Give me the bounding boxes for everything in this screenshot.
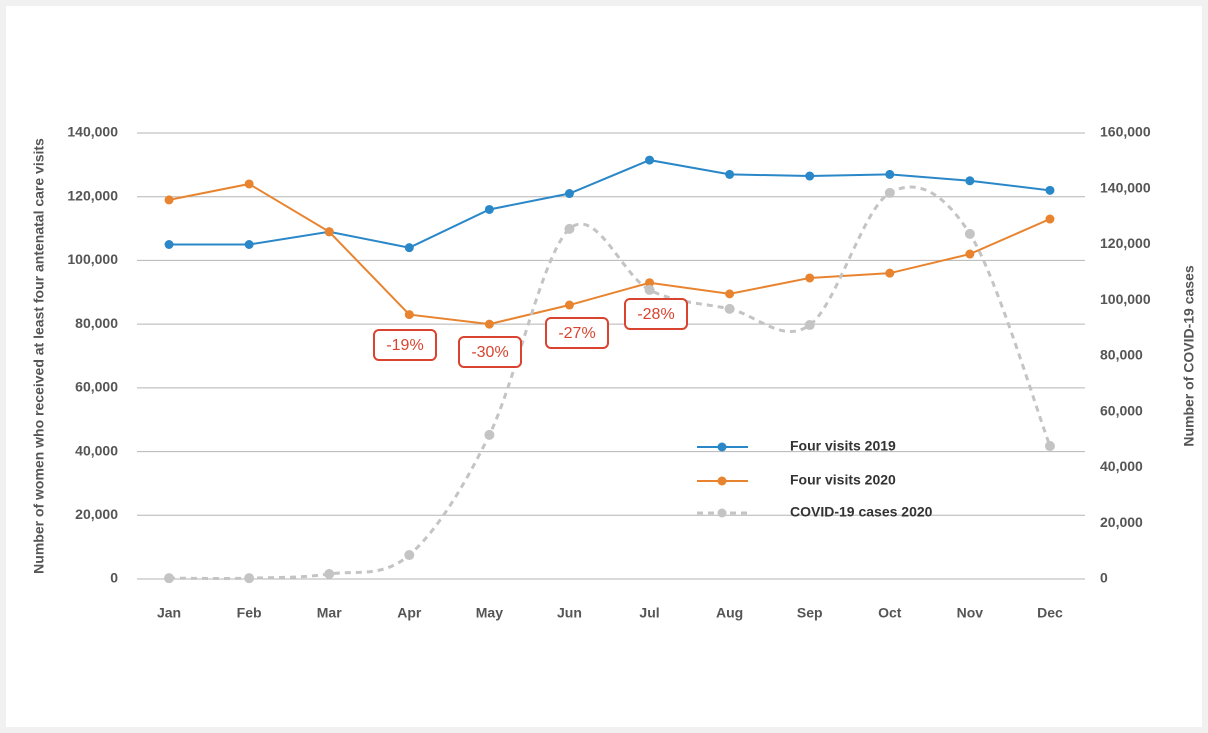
annotation-box bbox=[458, 336, 522, 368]
data-point bbox=[965, 249, 975, 259]
data-point bbox=[804, 320, 815, 331]
series-line bbox=[169, 185, 1052, 580]
data-point bbox=[404, 243, 414, 253]
y2-tick-label: 100,000 bbox=[1100, 291, 1151, 307]
data-point bbox=[484, 319, 494, 329]
x-tick-label: May bbox=[476, 605, 503, 621]
y-tick-label: 0 bbox=[110, 570, 118, 586]
data-point bbox=[644, 284, 655, 295]
legend-label: Four visits 2020 bbox=[790, 472, 896, 488]
legend-label: COVID-19 cases 2020 bbox=[790, 504, 933, 520]
y-axis-label: Number of women who received at least fo… bbox=[31, 138, 47, 574]
legend-label: Four visits 2019 bbox=[790, 438, 896, 454]
y2-tick-label: 140,000 bbox=[1100, 179, 1151, 195]
legend-box bbox=[680, 420, 970, 545]
x-tick-label: Apr bbox=[397, 605, 422, 621]
data-point bbox=[324, 568, 335, 579]
y2-tick-label: 120,000 bbox=[1100, 235, 1151, 251]
annotation: -19% bbox=[386, 337, 423, 354]
data-point bbox=[884, 187, 895, 198]
legend-marker bbox=[717, 508, 727, 518]
data-point bbox=[324, 227, 334, 237]
y-tick-label: 60,000 bbox=[75, 379, 118, 395]
annotation-box bbox=[624, 298, 688, 330]
y2-tick-label: 80,000 bbox=[1100, 347, 1143, 363]
data-point bbox=[164, 573, 175, 584]
data-point bbox=[805, 171, 815, 181]
x-tick-label: Jan bbox=[157, 605, 181, 621]
y2-tick-label: 160,000 bbox=[1100, 124, 1151, 140]
y2-tick-label: 20,000 bbox=[1100, 514, 1143, 530]
x-tick-label: Jul bbox=[639, 605, 659, 621]
annotation: -27% bbox=[558, 325, 595, 342]
data-point bbox=[484, 204, 494, 214]
data-point bbox=[1044, 441, 1055, 452]
data-point bbox=[244, 179, 254, 189]
data-point bbox=[1045, 185, 1055, 195]
data-point bbox=[1045, 214, 1055, 224]
chart-background bbox=[6, 6, 1202, 727]
x-tick-label: Oct bbox=[878, 605, 902, 621]
x-tick-label: Aug bbox=[716, 605, 743, 621]
x-tick-label: Sep bbox=[797, 605, 823, 621]
data-point bbox=[564, 300, 574, 310]
series-line bbox=[169, 159, 1051, 249]
data-point bbox=[164, 240, 174, 249]
data-point bbox=[965, 176, 975, 186]
data-point bbox=[164, 195, 174, 205]
data-point bbox=[724, 303, 735, 314]
x-tick-label: Mar bbox=[317, 605, 342, 621]
data-point bbox=[885, 268, 895, 278]
x-tick-label: Dec bbox=[1037, 605, 1063, 621]
data-point bbox=[964, 228, 975, 239]
y-tick-label: 20,000 bbox=[75, 506, 118, 522]
y-tick-label: 140,000 bbox=[67, 124, 118, 140]
series-line bbox=[168, 182, 1051, 326]
data-point bbox=[484, 429, 495, 440]
y-tick-label: 40,000 bbox=[75, 442, 118, 458]
data-point bbox=[564, 189, 574, 199]
x-tick-label: Feb bbox=[237, 605, 262, 621]
data-point bbox=[725, 289, 735, 299]
x-tick-label: Nov bbox=[957, 605, 984, 621]
y2-axis-label: Number of COVID-19 cases bbox=[1181, 265, 1197, 446]
data-point bbox=[645, 278, 655, 288]
data-point bbox=[805, 273, 815, 283]
data-point bbox=[645, 155, 655, 165]
data-point bbox=[244, 573, 255, 584]
annotation-box bbox=[545, 317, 609, 349]
legend-marker bbox=[717, 476, 727, 486]
data-point bbox=[404, 310, 414, 320]
y-tick-label: 80,000 bbox=[75, 315, 118, 331]
x-tick-label: Jun bbox=[557, 605, 582, 621]
data-point bbox=[564, 223, 575, 234]
annotation: -28% bbox=[637, 306, 674, 323]
y2-tick-label: 40,000 bbox=[1100, 458, 1143, 474]
data-point bbox=[404, 550, 415, 561]
y-tick-label: 120,000 bbox=[67, 187, 118, 203]
y-tick-label: 100,000 bbox=[67, 251, 118, 267]
legend-marker bbox=[717, 442, 727, 452]
y2-tick-label: 0 bbox=[1100, 570, 1108, 586]
data-point bbox=[725, 169, 735, 179]
annotation-box bbox=[373, 329, 437, 361]
annotation: -30% bbox=[471, 344, 508, 361]
data-point bbox=[885, 169, 895, 179]
data-point bbox=[244, 240, 254, 249]
y2-tick-label: 60,000 bbox=[1100, 402, 1143, 418]
